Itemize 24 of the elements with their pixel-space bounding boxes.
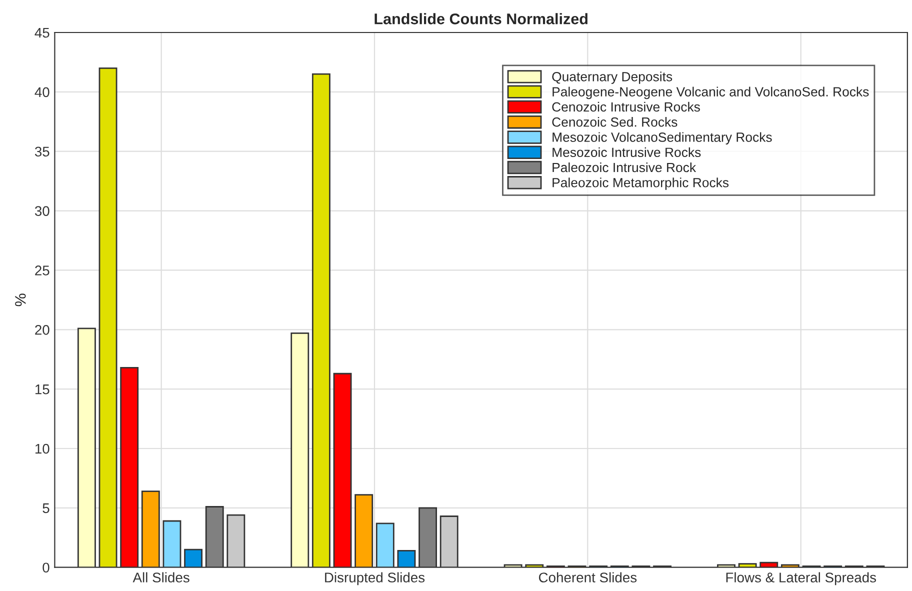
legend-label: Cenozoic Sed. Rocks	[552, 117, 678, 127]
y-tick-label: 10	[35, 444, 50, 454]
y-tick-label: 30	[34, 206, 50, 216]
y-tick-label: 20	[35, 324, 50, 335]
y-tick-label: 25	[35, 266, 50, 276]
x-tick-label: Flows & Lateral Spreads	[726, 572, 876, 586]
y-tick-label: 35	[34, 146, 50, 157]
x-tick-label: Disrupted Slides	[325, 572, 425, 586]
chart-title: Landslide Counts Normalized	[374, 13, 588, 24]
y-tick-label: 0	[42, 562, 50, 573]
legend-label: Cenozoic Intrusive Rocks	[552, 102, 700, 112]
x-tick-label: Coherent Slides	[538, 572, 637, 582]
legend-label: Paleogene-Neogene Volcanic and VolcanoSed. Rocks	[552, 86, 869, 100]
y-tick-label: 15	[35, 384, 50, 394]
y-tick-label: 45	[34, 28, 50, 38]
y-tick-label: 40	[34, 87, 50, 98]
legend-label: Mesozoic Intrusive Rocks	[552, 147, 701, 158]
legend-label: Paleozoic Intrusive Rock	[552, 162, 696, 172]
legend-label: Paleozoic Metamorphic Rocks	[552, 178, 729, 190]
legend-label: Quaternary Deposits	[552, 72, 672, 84]
x-tick-label: All Slides	[132, 572, 190, 582]
legend-label: Mesozoic VolcanoSedimentary Rocks	[552, 132, 772, 144]
y-axis-title: %	[15, 294, 26, 306]
y-tick-label: 5	[42, 503, 50, 514]
